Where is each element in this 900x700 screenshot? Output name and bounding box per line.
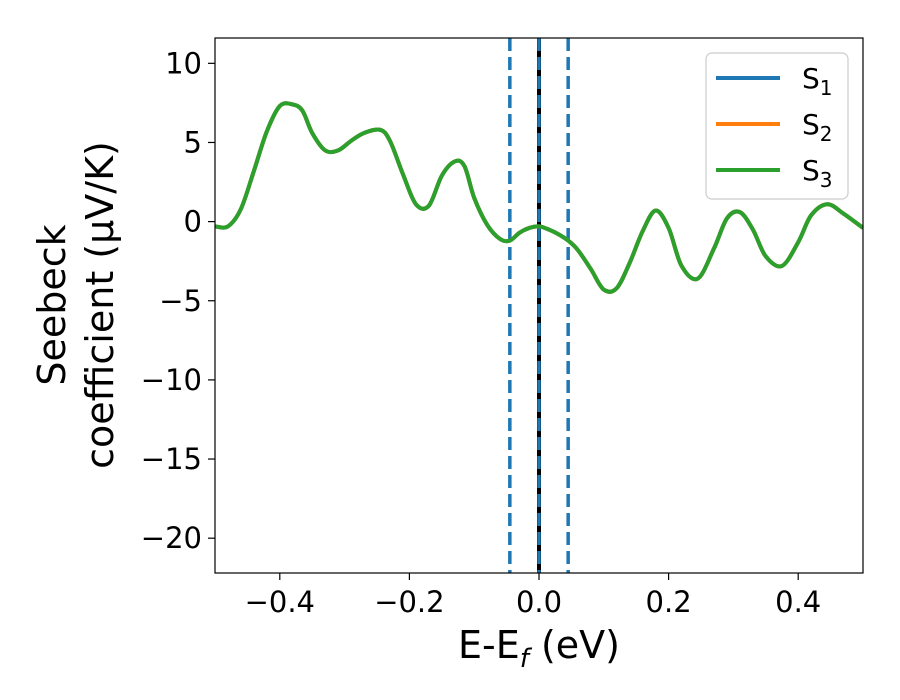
series-line-s3 (215, 101, 863, 294)
x-axis: −0.4 −0.2 0.0 0.2 0.4 (245, 573, 821, 619)
vertical-reference-lines (508, 38, 570, 573)
x-tick-label: −0.2 (374, 585, 444, 619)
legend: S1 S2 S3 (705, 52, 849, 200)
x-axis-title-main: E-E (458, 623, 520, 667)
legend-label-s3: S3 (802, 154, 833, 192)
series-layer (215, 101, 863, 294)
x-tick-label: 0.0 (516, 585, 562, 619)
legend-label-s2: S2 (802, 108, 833, 146)
x-tick-label: 0.4 (775, 585, 821, 619)
y-axis-title: Seebeck coefficient (μV/K) (30, 141, 122, 469)
x-axis-title-unit: (eV) (529, 623, 620, 667)
legend-label-s2-base: S (802, 108, 820, 141)
y-tick-label: −15 (141, 442, 202, 476)
y-axis: 10 5 0 −5 −10 −15 −20 (141, 46, 215, 555)
x-tick-label: −0.4 (245, 585, 315, 619)
y-tick-label: −10 (141, 363, 202, 397)
y-tick-label: 10 (165, 46, 202, 80)
legend-label-s3-base: S (802, 154, 820, 187)
y-axis-title-line2: coefficient (μV/K) (78, 141, 122, 469)
y-tick-label: −5 (159, 284, 202, 318)
legend-label-s2-sub: 2 (820, 122, 833, 146)
legend-label-s1-base: S (802, 62, 820, 95)
y-axis-title-line1: Seebeck (30, 224, 74, 385)
legend-label-s1: S1 (802, 62, 833, 100)
y-tick-label: 0 (184, 205, 202, 239)
y-tick-label: −20 (141, 521, 202, 555)
x-tick-label: 0.2 (646, 585, 692, 619)
x-axis-title: E-Ef (eV) (458, 623, 620, 674)
y-tick-label: 5 (184, 125, 202, 159)
legend-label-s3-sub: 3 (820, 168, 833, 192)
legend-label-s1-sub: 1 (820, 76, 833, 100)
